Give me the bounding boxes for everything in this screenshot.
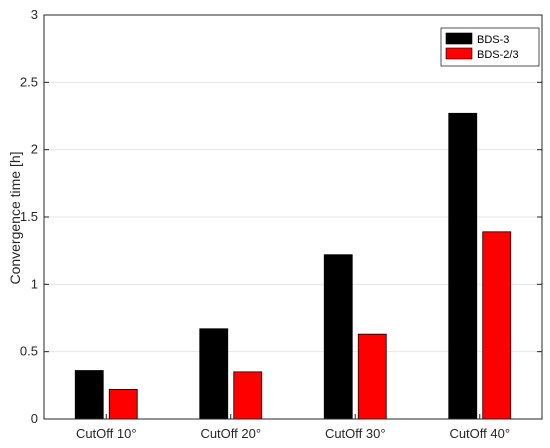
bar-bds-3-4 [448, 112, 478, 420]
y-tick-label: 0 [31, 411, 38, 426]
legend-swatch [445, 32, 473, 45]
plot-area: 0 0.5 1 1.5 2 2.5 3 CutOff 10° CutOff 20° CutOff … [20, 7, 543, 441]
x-tick-label: CutOff 10° [76, 426, 137, 441]
y-tick-label: 3 [31, 7, 38, 22]
axes-border [43, 14, 543, 420]
legend-label: BDS-2/3 [477, 49, 519, 61]
bar-bds-3-1 [74, 370, 104, 420]
x-tick-label: CutOff 30° [325, 426, 386, 441]
bar-bds-2-3-4 [482, 231, 512, 420]
y-tick-label: 1.5 [20, 209, 38, 224]
legend-swatch [445, 47, 473, 60]
bar-bds-2-3-1 [108, 388, 138, 420]
y-axis-label: Convergence time [h] [7, 151, 23, 284]
bar-bds-2-3-2 [233, 371, 263, 420]
x-tick-label: CutOff 20° [200, 426, 261, 441]
x-tick-label: CutOff 40° [449, 426, 510, 441]
legend-label: BDS-3 [477, 34, 509, 46]
bar-bds-3-2 [199, 328, 229, 420]
bar-bds-3-3 [323, 254, 353, 420]
y-tick-label: 0.5 [20, 344, 38, 359]
bar-bds-2-3-3 [357, 333, 387, 420]
legend: BDS-3 BDS-2/3 [440, 27, 540, 67]
y-tick-label: 2.5 [20, 74, 38, 89]
y-tick-label: 1 [31, 276, 38, 291]
y-tick-label: 2 [31, 142, 38, 157]
